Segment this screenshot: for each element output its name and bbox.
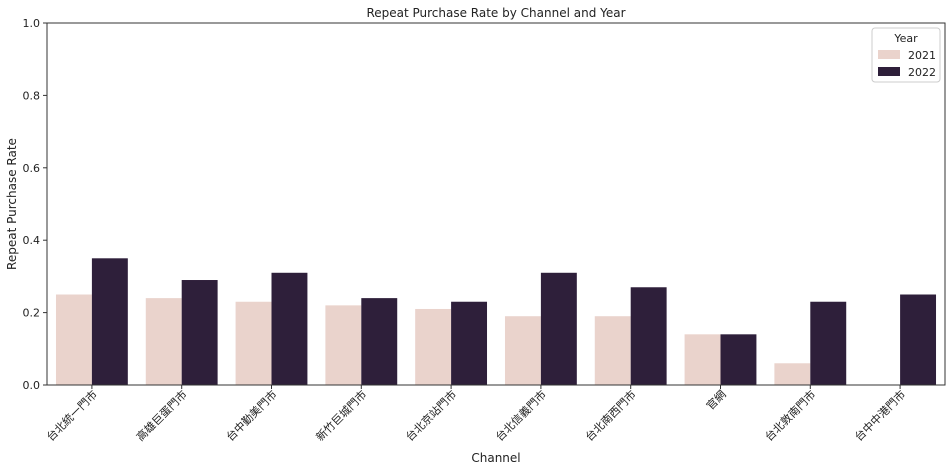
y-tick-label: 0.4 xyxy=(23,234,41,247)
bar-2022-2 xyxy=(271,272,308,385)
legend-swatch-2022 xyxy=(878,67,900,76)
legend-label-2021: 2021 xyxy=(908,49,936,62)
bars-group xyxy=(55,258,937,385)
legend-label-2022: 2022 xyxy=(908,66,936,79)
x-tick-label: 台北信義門市 xyxy=(492,387,549,444)
bar-2022-8 xyxy=(810,301,847,385)
x-axis-title: Channel xyxy=(471,451,520,465)
bar-2022-0 xyxy=(91,258,128,385)
bar-2021-3 xyxy=(325,305,362,385)
x-tick-label: 台北南西門市 xyxy=(582,387,639,444)
legend: Year 2021 2022 xyxy=(871,27,941,83)
y-tick-label: 0.2 xyxy=(23,307,41,320)
x-axis: 台北統一門市 高雄巨蛋門市 台中勤美門市 新竹巨城門市 台北京站門市 台北信義門市 台北南西… xyxy=(43,385,908,444)
y-tick-label: 0.6 xyxy=(23,162,41,175)
bar-2022-9 xyxy=(900,294,937,385)
bar-2021-2 xyxy=(235,301,272,385)
bar-2022-1 xyxy=(181,280,218,385)
y-tick-label: 1.0 xyxy=(23,17,41,30)
bar-2021-4 xyxy=(415,308,452,385)
y-tick-label: 0.8 xyxy=(23,89,41,102)
bar-2022-7 xyxy=(720,334,757,385)
y-axis: 0.0 0.2 0.4 0.6 0.8 1.0 xyxy=(23,17,47,392)
bar-2021-6 xyxy=(594,316,631,385)
x-tick-label: 台北京站門市 xyxy=(403,387,460,444)
bar-2021-8 xyxy=(774,363,811,385)
y-tick-label: 0.0 xyxy=(23,379,41,392)
legend-swatch-2021 xyxy=(878,50,900,59)
bar-2021-7 xyxy=(684,334,721,385)
x-tick-label: 高雄巨蛋門市 xyxy=(133,387,190,444)
x-tick-label: 台北敦南門市 xyxy=(762,387,819,444)
bar-2021-0 xyxy=(55,294,92,385)
x-tick-label: 新竹巨城門市 xyxy=(313,387,370,444)
bar-2022-4 xyxy=(451,301,488,385)
bar-2022-5 xyxy=(540,272,577,385)
legend-title: Year xyxy=(893,32,918,45)
y-axis-title: Repeat Purchase Rate xyxy=(5,138,19,270)
x-tick-label: 官網 xyxy=(703,387,728,412)
x-tick-label: 台中勤美門市 xyxy=(223,387,280,444)
x-tick-label: 台北統一門市 xyxy=(43,387,100,444)
bar-2021-5 xyxy=(504,316,541,385)
bar-2022-3 xyxy=(361,298,398,385)
x-tick-label: 台中中港門市 xyxy=(852,387,909,444)
chart-title: Repeat Purchase Rate by Channel and Year xyxy=(366,6,625,20)
bar-2022-6 xyxy=(630,287,667,385)
bar-2021-1 xyxy=(145,298,182,385)
plot-frame xyxy=(46,22,946,386)
